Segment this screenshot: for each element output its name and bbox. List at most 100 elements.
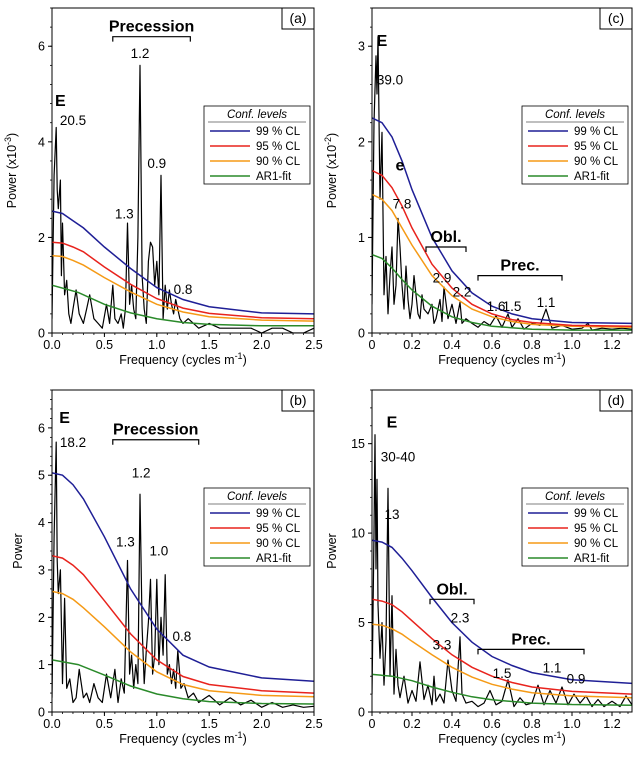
x-tick-label: 1.5	[201, 338, 218, 352]
x-tick-label: 1.0	[563, 338, 580, 352]
cycle-bracket-label: Prec.	[511, 631, 550, 648]
series-line-90-cl	[52, 590, 314, 698]
y-tick-label: 10	[351, 527, 365, 541]
legend-entry: 90 % CL	[256, 156, 301, 168]
cycle-bracket	[477, 648, 585, 655]
y-tick-label: 3	[358, 40, 365, 54]
legend-entry: 95 % CL	[256, 141, 301, 153]
peak-label-bold: E	[387, 415, 398, 432]
x-tick-label: 0.2	[403, 338, 420, 352]
series-line-90-cl	[372, 193, 632, 329]
legend-entry: 95 % CL	[256, 523, 301, 535]
legend-title: Conf. levels	[227, 491, 287, 503]
peak-value-label: 1.2	[132, 466, 151, 481]
x-tick-label: 1.2	[603, 338, 620, 352]
series-line-95-cl	[52, 554, 314, 694]
peak-value-label: 2.2	[453, 285, 472, 300]
x-tick-label: 0.2	[403, 717, 420, 731]
peak-label-bold: E	[55, 93, 66, 110]
x-tick-label: 1.0	[148, 717, 165, 731]
peak-value-label: 30-40	[381, 450, 416, 465]
peak-value-label: 1.2	[131, 46, 150, 61]
spectrum-line	[372, 434, 632, 708]
peak-value-label: 3.3	[433, 637, 452, 652]
cycle-bracket	[112, 36, 191, 42]
series-line-95-cl	[372, 598, 632, 695]
x-tick-label: 0	[369, 338, 376, 352]
x-tick-label: 1.0	[148, 338, 165, 352]
legend-entry: 90 % CL	[574, 156, 619, 168]
peak-value-label: 0.8	[174, 282, 193, 297]
peak-value-label: 2.3	[451, 611, 470, 626]
x-tick-label: 0	[369, 717, 376, 731]
peak-value-label: 1.3	[116, 534, 135, 549]
peak-value-label: 20.5	[60, 113, 86, 128]
x-axis-label: Frequency (cycles m-1)	[119, 730, 247, 746]
legend-entry: AR1-fit	[256, 553, 292, 565]
peak-label-bold: E	[377, 33, 388, 50]
y-tick-label: 15	[351, 437, 365, 451]
panel-tag: (b)	[289, 392, 306, 408]
plot-area	[52, 441, 314, 708]
x-axis-label: Frequency (cycles m-1)	[119, 351, 247, 367]
y-tick-label: 2	[38, 611, 45, 625]
y-tick-label: 0	[38, 706, 45, 720]
series-line-ar1-fit	[52, 659, 314, 705]
y-tick-label: 6	[38, 40, 45, 54]
x-tick-label: 2.0	[253, 338, 270, 352]
series-line-ar1-fit	[372, 673, 632, 706]
cycle-bracket	[425, 246, 467, 252]
y-tick-label: 1	[358, 231, 365, 245]
x-tick-label: 0.8	[523, 338, 540, 352]
series-line-90-cl	[52, 254, 314, 322]
peak-label-bold: E	[59, 410, 70, 427]
y-tick-label: 2	[358, 135, 365, 149]
legend-entry: 95 % CL	[574, 523, 619, 535]
peak-value-label: 1.1	[543, 661, 562, 676]
y-axis-label: Power	[325, 533, 339, 568]
series-line-99-cl	[52, 210, 314, 315]
peak-value-label: 13	[384, 507, 399, 522]
legend-box	[203, 105, 311, 185]
x-tick-label: 2.0	[253, 717, 270, 731]
peak-value-label: 1.0	[150, 544, 169, 559]
y-tick-label: 2	[38, 231, 45, 245]
series-line-95-cl	[372, 169, 632, 328]
x-tick-label: 0.0	[43, 338, 60, 352]
x-tick-label: 0.4	[443, 338, 460, 352]
peak-value-label: 1.3	[115, 206, 134, 221]
panel-tag-box	[599, 389, 633, 412]
legend-entry: 90 % CL	[574, 538, 619, 550]
panel-tag-box	[281, 7, 315, 30]
y-tick-label: 5	[358, 616, 365, 630]
x-tick-label: 0.5	[96, 717, 113, 731]
cycle-bracket	[477, 275, 563, 281]
y-tick-label: 4	[38, 135, 45, 149]
spectrum-line	[52, 441, 314, 708]
legend-box	[203, 487, 311, 567]
legend-box	[521, 487, 629, 567]
x-tick-label: 0.6	[483, 717, 500, 731]
cycle-bracket-label: Obl.	[436, 581, 467, 598]
cycle-bracket-label: Precession	[113, 422, 198, 439]
legend-entry: AR1-fit	[256, 171, 292, 183]
series-line-99-cl	[372, 117, 632, 325]
plot-frame	[51, 7, 315, 334]
legend-entry: 99 % CL	[256, 508, 301, 520]
panel-tag-box	[281, 389, 315, 412]
y-tick-label: 0	[358, 327, 365, 341]
y-tick-label: 0	[38, 327, 45, 341]
x-tick-label: 2.5	[305, 338, 322, 352]
y-axis-label: Power (x10-3)	[3, 133, 19, 208]
legend-entry: AR1-fit	[574, 553, 610, 565]
x-tick-label: 0.6	[483, 338, 500, 352]
panel-tag: (d)	[607, 392, 624, 408]
chart-panel: 0.0 0.5 1.0 1.5 2.0 2.5 0 2 4 6 Frequency (cycles …	[3, 7, 323, 367]
plot-frame	[371, 7, 633, 334]
plot-area	[52, 64, 314, 333]
y-tick-label: 3	[38, 563, 45, 577]
legend-entry: 95 % CL	[574, 141, 619, 153]
x-tick-label: 0.8	[523, 717, 540, 731]
y-axis-label: Power (x10-2)	[323, 133, 339, 208]
